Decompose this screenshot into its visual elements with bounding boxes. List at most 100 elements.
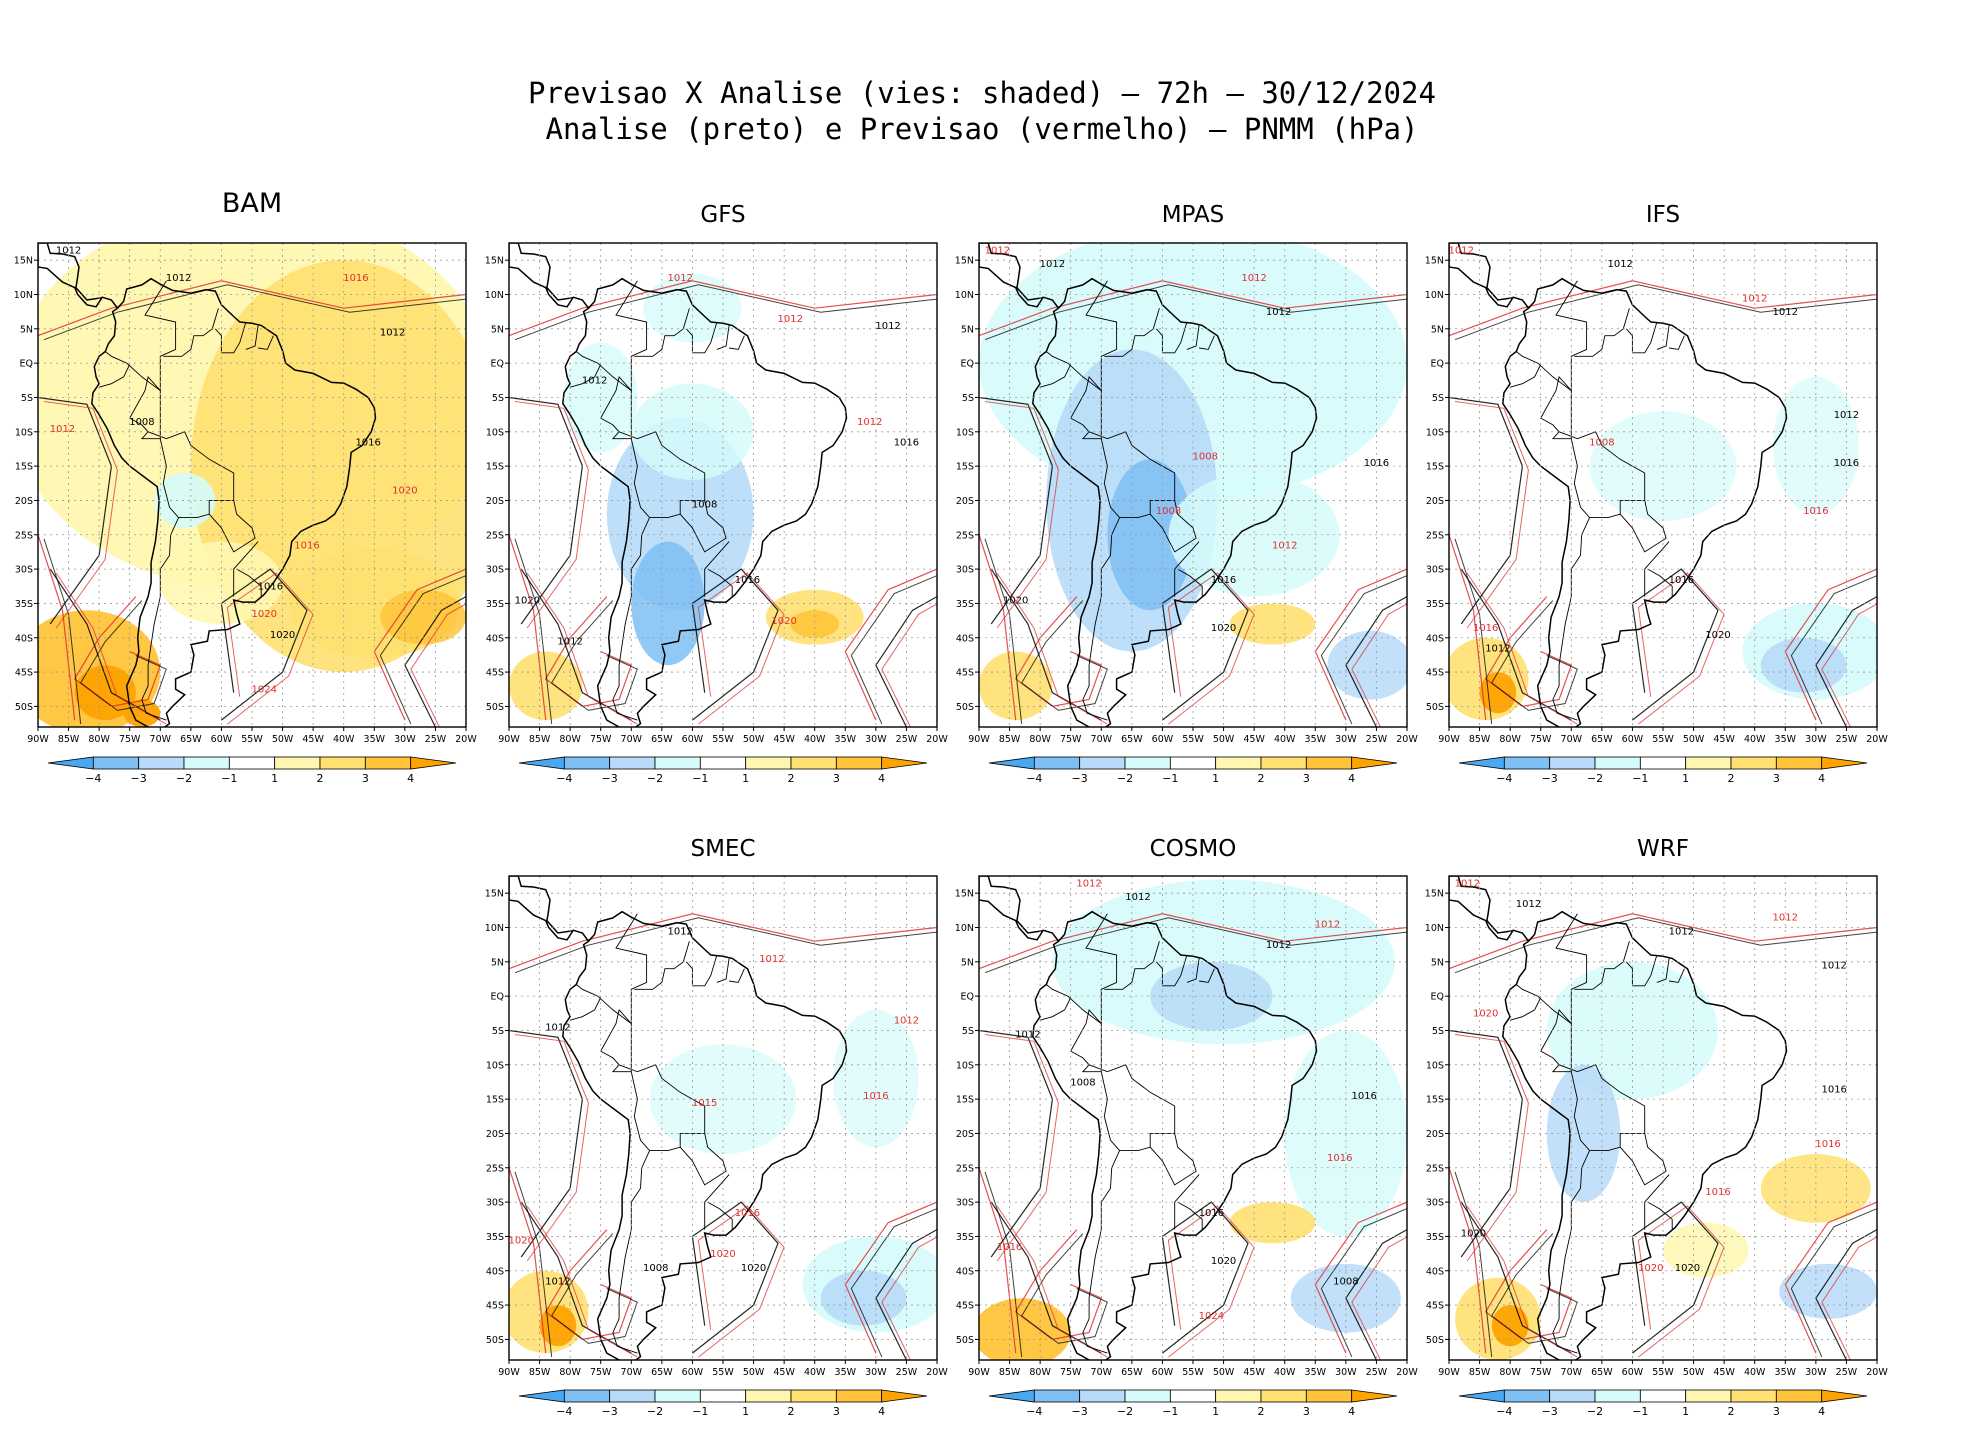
colorbar-tick-label: 4 — [1818, 772, 1825, 785]
contour-label: 1020 — [1473, 1009, 1498, 1020]
contour-label: 1012 — [1485, 643, 1510, 654]
lon-tick-label: 45W — [1243, 1367, 1265, 1378]
central-america-outline — [1449, 243, 1530, 309]
lon-tick-label: 85W — [999, 1367, 1021, 1378]
lon-tick-label: 50W — [1213, 734, 1235, 745]
lat-tick-label: EQ — [1431, 992, 1444, 1003]
contour-label: 1020 — [515, 595, 540, 606]
lat-tick-label: 10S — [15, 427, 33, 438]
country-border — [1186, 325, 1200, 350]
central-america-outline — [38, 243, 119, 309]
lat-tick-label: 5S — [962, 1026, 974, 1037]
colorbar-tick-label: 3 — [1773, 1405, 1780, 1418]
contour-label: 1012 — [1669, 926, 1694, 937]
lat-tick-label: 5S — [1432, 393, 1444, 404]
country-border — [1644, 541, 1670, 597]
country-border — [679, 1133, 727, 1186]
lon-tick-label: 45W — [1243, 734, 1265, 745]
lat-tick-label: 35S — [956, 1232, 974, 1243]
country-border — [1647, 568, 1673, 597]
contour-label: 1012 — [1455, 878, 1480, 889]
country-border — [576, 280, 648, 392]
lat-tick-label: 50S — [486, 1335, 504, 1346]
country-border — [1540, 1008, 1572, 1066]
contour-label: 1020 — [1705, 630, 1730, 641]
lon-tick-label: 30W — [1805, 1367, 1827, 1378]
bias-shading — [1229, 603, 1316, 645]
bias-shading — [631, 541, 705, 666]
lon-tick-label: 55W — [1182, 734, 1204, 745]
contour-label: 1020 — [771, 616, 796, 627]
lat-tick-label: 10S — [486, 427, 504, 438]
lon-tick-label: 30W — [865, 1367, 887, 1378]
bias-shading — [123, 699, 161, 727]
lon-tick-label: 80W — [88, 734, 110, 745]
country-border — [1149, 500, 1197, 553]
contour-label: 1020 — [1638, 1263, 1663, 1274]
lat-tick-label: 5S — [21, 393, 33, 404]
contour-label: 1012 — [582, 376, 607, 387]
contour-label: 1020 — [1461, 1228, 1486, 1239]
lon-tick-label: 90W — [498, 1367, 520, 1378]
lon-tick-label: 75W — [1530, 1367, 1552, 1378]
map-panel: BAM 1012 1012 1016 1012 1012 1008 1016 1020 1016 1… — [14, 188, 478, 785]
lon-tick-label: 55W — [241, 734, 263, 745]
country-border — [1174, 541, 1200, 597]
lat-tick-label: 10N — [485, 923, 504, 934]
country-border — [1644, 1174, 1670, 1230]
country-border — [707, 568, 733, 597]
panel-title: GFS — [700, 202, 745, 228]
lon-tick-label: 35W — [364, 734, 386, 745]
lat-tick-label: 45S — [956, 1301, 974, 1312]
lat-tick-label: 15S — [486, 462, 504, 473]
lon-tick-label: 90W — [1438, 734, 1460, 745]
lon-tick-label: 65W — [651, 734, 673, 745]
colorbar-tick-label: 1 — [271, 772, 278, 785]
country-border — [729, 335, 745, 350]
colorbar: −4 −3 −2 −1 1 2 3 4 — [518, 1389, 928, 1418]
colorbar-tick-label: −3 — [1072, 772, 1088, 785]
country-border — [1625, 321, 1658, 354]
lat-tick-label: 45S — [486, 668, 504, 679]
bias-shading — [509, 651, 583, 721]
continent-outline — [1032, 910, 1318, 1360]
lon-tick-label: 85W — [1469, 734, 1491, 745]
contour-label: 1012 — [1040, 259, 1065, 270]
lat-tick-label: 5N — [961, 957, 974, 968]
contour-label: 1012 — [1272, 541, 1297, 552]
contour-label: 1008 — [692, 499, 717, 510]
contour-label: 1020 — [1211, 1256, 1236, 1267]
lat-tick-label: 10S — [1426, 1060, 1444, 1071]
lat-tick-label: 5N — [1431, 324, 1444, 335]
lon-tick-label: 65W — [1121, 1367, 1143, 1378]
colorbar-tick-label: 3 — [833, 1405, 840, 1418]
lat-tick-label: 15N — [14, 256, 33, 267]
country-border — [569, 997, 602, 1021]
bias-shading — [833, 1009, 919, 1148]
contour-label: 1015 — [692, 1098, 717, 1109]
map-panel: SMEC 1012 1012 1012 1012 1016 1015 1016 1020 1020… — [485, 836, 949, 1418]
contour-label: 1016 — [343, 273, 368, 284]
lat-tick-label: 5N — [491, 324, 504, 335]
contour-label: 1012 — [557, 637, 582, 648]
lon-tick-label: 55W — [712, 1367, 734, 1378]
contour-label: 1008 — [129, 417, 154, 428]
colorbar-tick-label: 2 — [788, 1405, 795, 1418]
contour-label: 1012 — [1125, 892, 1150, 903]
lon-tick-label: 70W — [621, 1367, 643, 1378]
country-border — [685, 954, 718, 987]
contour-label: 1016 — [1327, 1153, 1352, 1164]
colorbar-tick-label: −3 — [1072, 1405, 1088, 1418]
lat-tick-label: 25S — [1426, 1163, 1444, 1174]
lon-tick-label: 60W — [1622, 1367, 1644, 1378]
lon-tick-label: 50W — [743, 1367, 765, 1378]
contour-label: 1016 — [735, 575, 760, 586]
continent-outline — [562, 277, 848, 727]
contour-label: 1012 — [1015, 1029, 1040, 1040]
country-border — [1177, 568, 1203, 597]
country-border — [245, 325, 259, 350]
lon-tick-label: 30W — [865, 734, 887, 745]
contour-label: 1012 — [1266, 307, 1291, 318]
lon-tick-label: 60W — [1152, 734, 1174, 745]
lat-tick-label: EQ — [20, 359, 33, 370]
